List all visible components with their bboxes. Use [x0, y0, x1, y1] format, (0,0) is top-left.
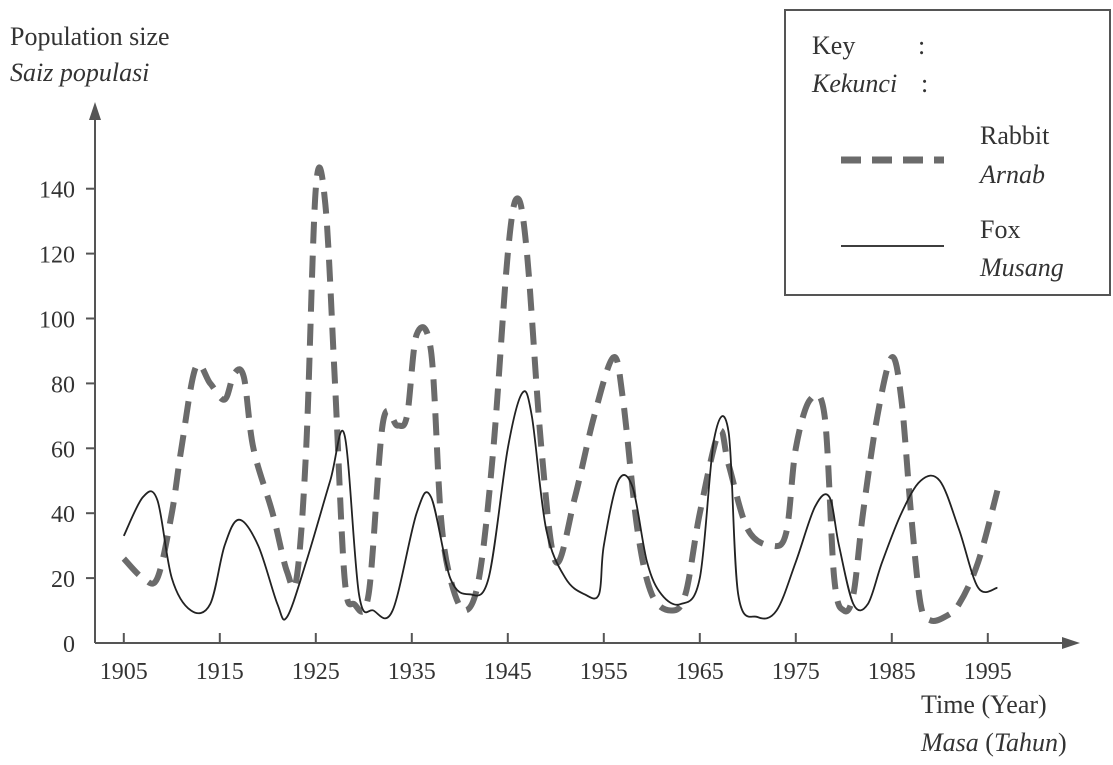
y-tick-label: 60	[51, 437, 75, 463]
legend-label-fox: Fox	[980, 215, 1021, 244]
y-tick-label: 0	[63, 632, 75, 658]
ticks: 0 20 40 60 80 100 120 140 1905 1915 1925 1935 1945 19…	[39, 178, 1012, 685]
y-tick-label: 80	[51, 372, 75, 398]
y-axis-title-malay: Saiz populasi	[10, 58, 150, 87]
y-axis-title: Population size	[10, 22, 170, 51]
x-tick-label: 1905	[100, 659, 148, 685]
y-tick-label: 100	[39, 308, 75, 334]
legend-label-fox-malay: Musang	[980, 253, 1064, 282]
series-lines	[121, 164, 1001, 625]
legend-label-rabbit: Rabbit	[980, 121, 1050, 150]
legend-key-colon: :	[918, 31, 926, 60]
series-line-fox	[122, 390, 998, 621]
x-tick-label: 1995	[964, 659, 1012, 685]
legend-swatches	[841, 156, 944, 247]
x-tick-label: 1945	[484, 659, 532, 685]
y-axis-arrow	[89, 102, 101, 120]
x-axis-title-malay-a: Masa	[921, 728, 979, 757]
x-tick-label: 1965	[676, 659, 724, 685]
legend-key-title: Key	[812, 31, 856, 60]
x-tick-label: 1925	[292, 659, 340, 685]
x-axis-arrow	[1062, 637, 1080, 649]
x-tick-label: 1975	[772, 659, 820, 685]
legend-label-rabbit-malay: Arnab	[980, 160, 1045, 189]
y-tick-label: 20	[51, 567, 75, 593]
y-tick-label: 140	[39, 178, 75, 204]
x-tick-label: 1955	[580, 659, 628, 685]
x-tick-label: 1985	[868, 659, 916, 685]
x-tick-label: 1915	[196, 659, 244, 685]
y-tick-label: 120	[39, 243, 75, 269]
legend-key-title-malay: Kekunci	[812, 69, 898, 98]
y-tick-label: 40	[51, 502, 75, 528]
series-line-rabbit	[121, 164, 1001, 625]
x-axis-title: Time (Year)	[921, 690, 1047, 719]
axes	[89, 102, 1080, 649]
x-axis-title-malay-b: Tahun	[993, 728, 1059, 757]
x-tick-label: 1935	[388, 659, 436, 685]
legend: Key : Kekunci : Rabbit Arnab Fox Musang	[784, 9, 1111, 296]
x-axis-title-malay: Masa (Tahun)	[921, 728, 1067, 757]
legend-key-colon-malay: :	[921, 69, 929, 98]
